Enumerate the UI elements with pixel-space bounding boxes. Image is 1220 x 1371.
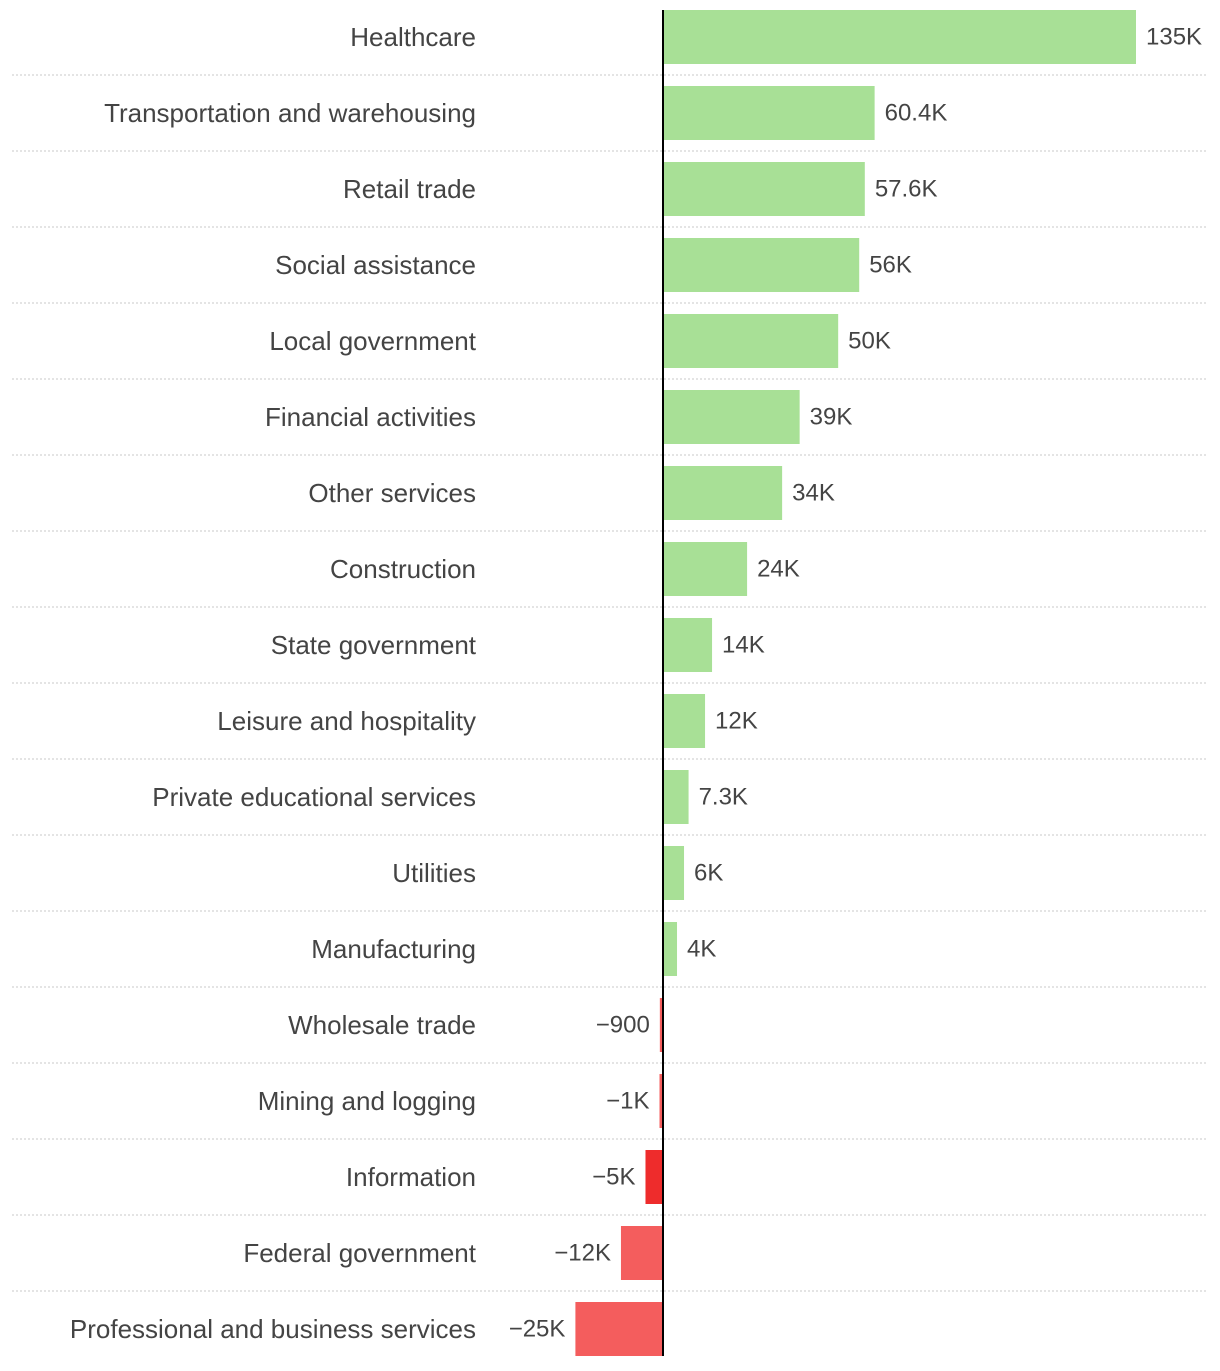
value-label-retail-trade: 57.6K (875, 176, 938, 203)
value-label-state-government: 14K (722, 632, 765, 659)
row-separators (12, 74, 1208, 1292)
bar-federal-government (620, 1226, 663, 1280)
bar-state-government (663, 618, 713, 672)
value-label-transportation-and-warehousing: 60.4K (885, 100, 948, 127)
value-label-wholesale-trade: −900 (596, 1012, 650, 1039)
bar-manufacturing (663, 922, 678, 976)
bar-construction (663, 542, 748, 596)
bar-private-educational-services (663, 770, 689, 824)
category-label-local-government: Local government (269, 326, 476, 356)
value-label-healthcare: 135K (1146, 24, 1202, 51)
bar-mining-and-logging (659, 1074, 663, 1128)
value-label-utilities: 6K (694, 860, 723, 887)
category-label-information: Information (346, 1162, 476, 1192)
bar-leisure-and-hospitality (663, 694, 706, 748)
bar-transportation-and-warehousing (663, 86, 875, 140)
bars (575, 10, 1136, 1356)
value-label-mining-and-logging: −1K (606, 1088, 649, 1115)
value-label-leisure-and-hospitality: 12K (715, 708, 758, 735)
category-label-retail-trade: Retail trade (343, 174, 476, 204)
value-label-manufacturing: 4K (687, 936, 716, 963)
bar-social-assistance (663, 238, 860, 292)
category-label-mining-and-logging: Mining and logging (258, 1086, 476, 1116)
category-label-federal-government: Federal government (243, 1238, 476, 1268)
bar-utilities (663, 846, 685, 900)
category-label-private-educational-services: Private educational services (152, 782, 476, 812)
bar-financial-activities (663, 390, 800, 444)
category-label-healthcare: Healthcare (350, 22, 476, 52)
value-label-financial-activities: 39K (810, 404, 853, 431)
category-label-professional-and-business-services: Professional and business services (70, 1314, 476, 1344)
category-label-leisure-and-hospitality: Leisure and hospitality (217, 706, 476, 736)
value-label-other-services: 34K (792, 480, 835, 507)
bar-information (645, 1150, 663, 1204)
value-label-professional-and-business-services: −25K (509, 1316, 566, 1343)
value-label-private-educational-services: 7.3K (699, 784, 748, 811)
category-label-manufacturing: Manufacturing (311, 934, 476, 964)
category-label-social-assistance: Social assistance (275, 250, 476, 280)
category-label-financial-activities: Financial activities (265, 402, 476, 432)
value-label-social-assistance: 56K (869, 252, 912, 279)
value-label-construction: 24K (757, 556, 800, 583)
bar-other-services (663, 466, 783, 520)
value-labels: 135K 60.4K 57.6K 56K 50K 39K 34K 24K 14K 12K 7.3K 6… (509, 24, 1202, 1343)
value-label-federal-government: −12K (554, 1240, 611, 1267)
bar-professional-and-business-services (575, 1302, 663, 1356)
category-label-wholesale-trade: Wholesale trade (288, 1010, 476, 1040)
category-label-construction: Construction (330, 554, 476, 584)
category-label-utilities: Utilities (392, 858, 476, 888)
bar-wholesale-trade (659, 998, 663, 1052)
value-label-information: −5K (592, 1164, 635, 1191)
value-label-local-government: 50K (848, 328, 891, 355)
category-label-other-services: Other services (308, 478, 476, 508)
bar-healthcare (663, 10, 1136, 64)
category-label-state-government: State government (271, 630, 477, 660)
bar-retail-trade (663, 162, 865, 216)
bar-local-government (663, 314, 839, 368)
category-labels: Healthcare Transportation and warehousing… (70, 22, 477, 1344)
category-label-transportation-and-warehousing: Transportation and warehousing (104, 98, 476, 128)
